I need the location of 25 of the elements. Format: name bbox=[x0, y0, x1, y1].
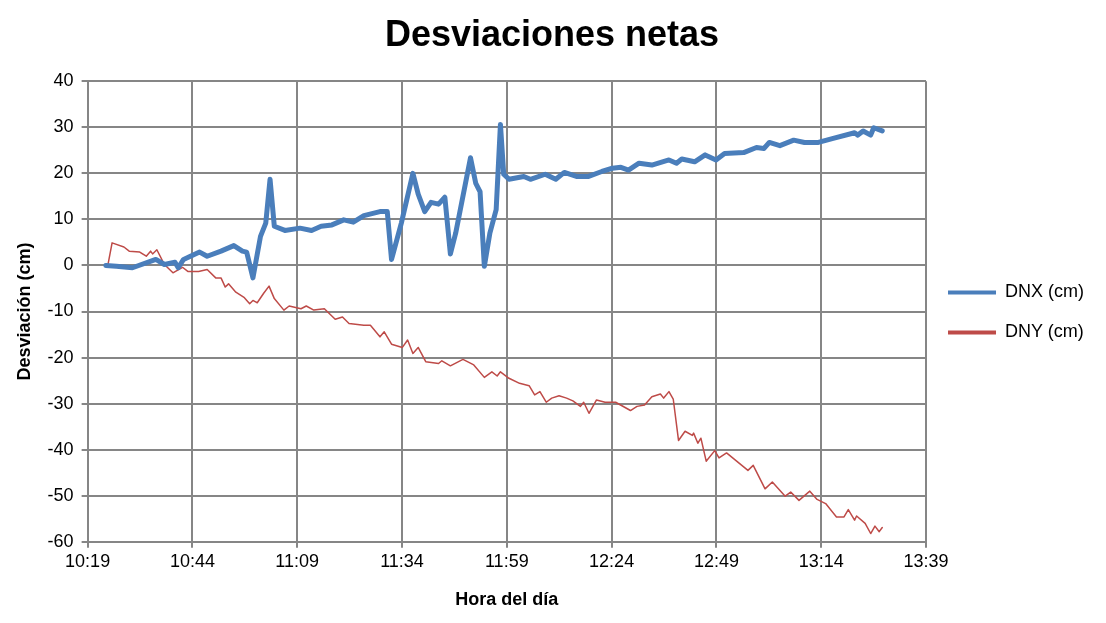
x-tick-label: 11:59 bbox=[484, 550, 529, 571]
y-axis-title: Desviación (cm) bbox=[13, 242, 34, 381]
x-axis-title: Hora del día bbox=[455, 589, 560, 610]
y-tick-label: 30 bbox=[53, 116, 74, 137]
y-tick-label: -10 bbox=[47, 300, 74, 321]
y-tick-label: 10 bbox=[53, 208, 74, 229]
y-tick-label: -40 bbox=[47, 438, 74, 459]
x-tick-label: 13:14 bbox=[798, 550, 844, 571]
x-tick-label: 10:44 bbox=[169, 550, 215, 571]
legend-label: DNX (cm) bbox=[1005, 281, 1085, 302]
y-tick-label: 40 bbox=[53, 70, 74, 91]
x-tick-label: 10:19 bbox=[65, 550, 111, 571]
x-tick-label: 12:49 bbox=[693, 550, 739, 571]
y-tick-label: -50 bbox=[47, 484, 74, 505]
y-tick-label: 0 bbox=[63, 254, 74, 275]
y-tick-label: -20 bbox=[47, 346, 74, 367]
y-tick-label: -60 bbox=[47, 530, 74, 551]
x-tick-label: 11:34 bbox=[380, 550, 424, 571]
legend-label: DNY (cm) bbox=[1005, 321, 1084, 342]
x-tick-label: 11:09 bbox=[275, 550, 320, 571]
y-tick-label: -30 bbox=[47, 392, 74, 413]
chart-title: Desviaciones netas bbox=[384, 12, 720, 54]
x-tick-label: 12:24 bbox=[589, 550, 635, 571]
y-tick-label: 20 bbox=[53, 162, 74, 183]
x-tick-label: 13:39 bbox=[903, 550, 949, 571]
